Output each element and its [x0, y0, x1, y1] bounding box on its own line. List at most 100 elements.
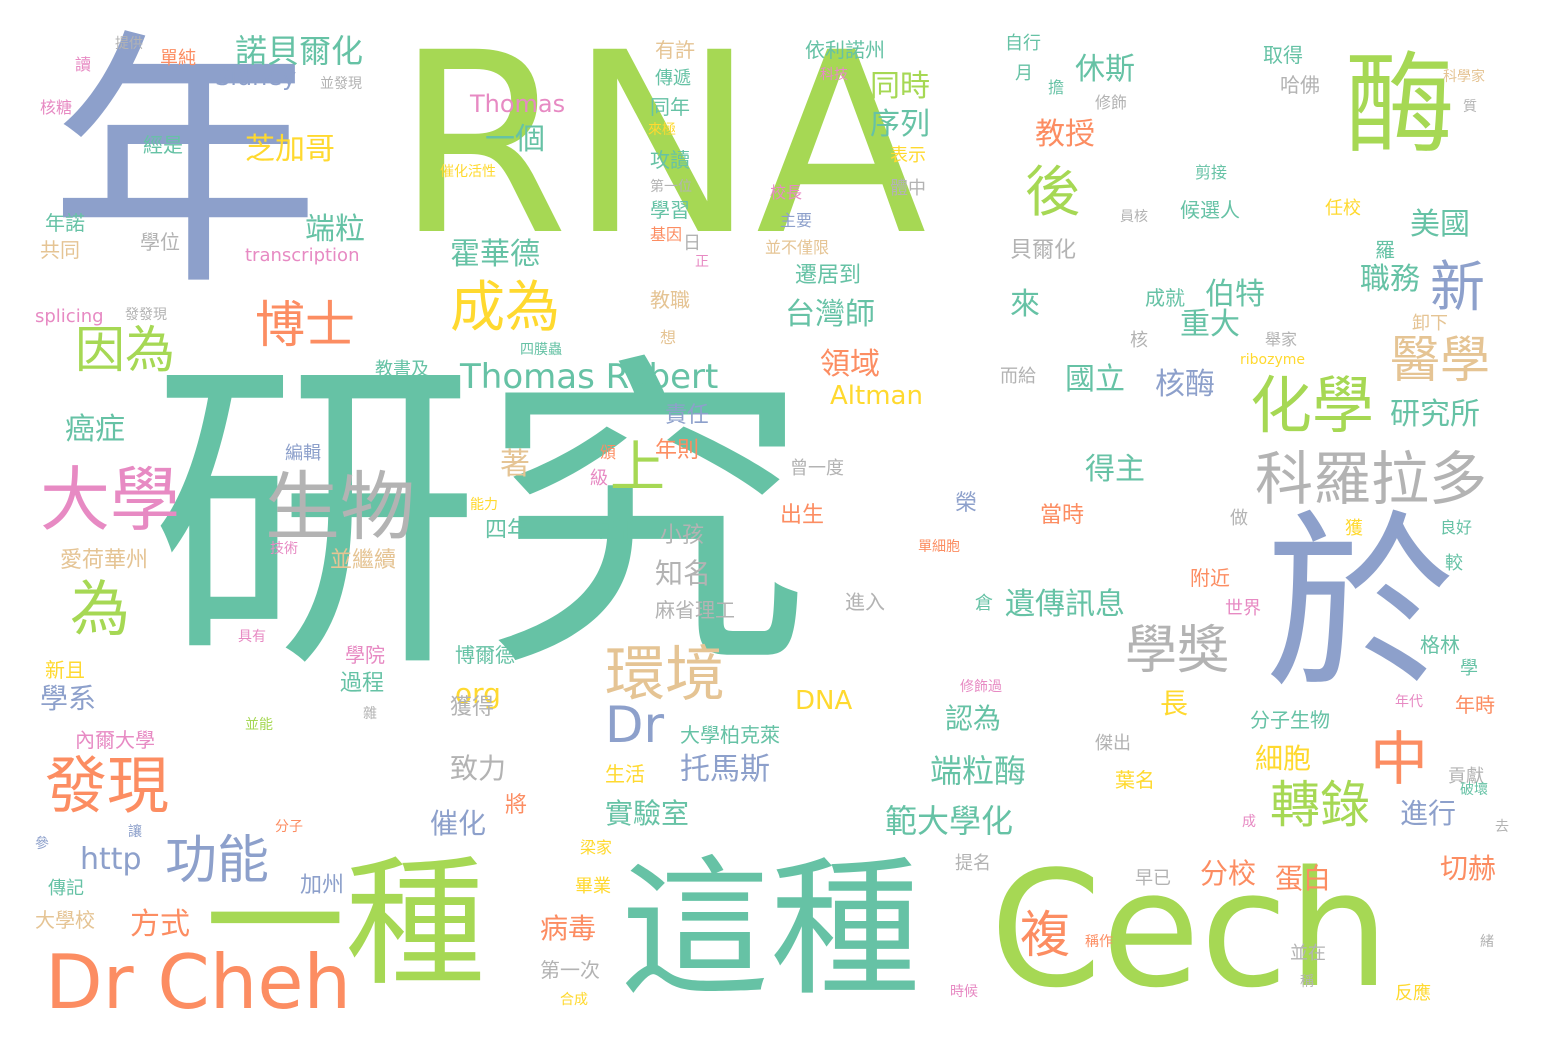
- word-cloud-word: splicing: [35, 306, 104, 327]
- word-cloud-word: 合成: [560, 992, 588, 1008]
- word-cloud-word: 上: [610, 435, 666, 499]
- word-cloud-word: 自行: [1005, 33, 1041, 54]
- word-cloud-word: 新: [1430, 255, 1486, 319]
- word-cloud-word: 體中: [890, 178, 926, 199]
- word-cloud-word: 認為: [945, 702, 1002, 735]
- word-cloud-word: 月: [1015, 63, 1033, 84]
- word-cloud-word: http: [80, 842, 142, 877]
- word-cloud-word: 發現: [45, 749, 170, 822]
- word-cloud-word: 博士: [255, 296, 355, 354]
- word-cloud-word: 日: [683, 233, 701, 254]
- word-cloud-word: 傳記: [48, 878, 84, 899]
- word-cloud-word: 稱: [1300, 974, 1314, 990]
- word-cloud-word: 經是: [143, 133, 183, 157]
- word-cloud-word: 著: [500, 447, 530, 482]
- word-cloud-word: 後: [1025, 160, 1081, 224]
- word-cloud-word: 學院: [345, 643, 385, 667]
- word-cloud-word: 同時: [870, 69, 930, 104]
- word-cloud-word: RNA: [395, 0, 927, 290]
- word-cloud-word: 國立: [1065, 362, 1125, 397]
- word-cloud-word: org: [455, 677, 501, 710]
- word-cloud-word: 端粒酶: [930, 752, 1027, 790]
- word-cloud-word: 而給: [1000, 366, 1036, 387]
- word-cloud-word: 托馬斯: [680, 752, 770, 787]
- word-cloud-word: 霍華德: [450, 237, 540, 272]
- word-cloud-word: 並發現: [320, 76, 362, 92]
- word-cloud-word: 催化活性: [440, 164, 496, 180]
- word-cloud-word: 具有: [238, 629, 266, 645]
- word-cloud-word: 並繼續: [330, 548, 397, 573]
- word-cloud-word: 核酶: [1155, 367, 1215, 402]
- word-cloud-word: 為: [70, 575, 130, 645]
- word-cloud-word: 第一位: [650, 179, 692, 195]
- word-cloud-word: 細胞: [1255, 742, 1312, 775]
- word-cloud-word: DNA: [795, 686, 853, 716]
- word-cloud-word: 畢業: [575, 876, 611, 897]
- word-cloud-word: 四年: [485, 518, 530, 543]
- word-cloud-word: 同年: [650, 95, 690, 119]
- word-cloud-word: 基因: [650, 225, 683, 244]
- word-cloud-word: Altman: [830, 381, 923, 411]
- word-cloud-word: 博爾德: [455, 643, 515, 667]
- word-cloud-word: 這種: [620, 843, 921, 1017]
- word-cloud-word: ribozyme: [1240, 352, 1305, 368]
- word-cloud-word: 內爾大學: [75, 728, 155, 752]
- word-cloud-word: 癌症: [65, 412, 125, 447]
- word-cloud-word: 貝爾化: [1010, 238, 1077, 263]
- word-cloud-word: 質: [1463, 99, 1477, 115]
- word-cloud-word: 梁家: [580, 838, 613, 857]
- word-cloud-word: 端粒: [305, 212, 365, 247]
- word-cloud-word: 麻省理工: [655, 598, 735, 622]
- word-cloud-word: 學習: [650, 198, 690, 222]
- word-cloud-word: 切赫: [1440, 852, 1497, 885]
- word-cloud-word: 世界: [1225, 598, 1261, 619]
- word-cloud-word: 實驗室: [605, 797, 690, 830]
- word-cloud-word: Dr Cheh: [45, 938, 352, 1026]
- word-cloud-word: 伯特: [1205, 277, 1265, 312]
- word-cloud-word: Sidney: [215, 63, 297, 91]
- word-cloud-word: 雜: [363, 706, 377, 722]
- word-cloud-word: 芝加哥: [245, 132, 335, 167]
- word-cloud-word: 生物: [265, 463, 416, 551]
- word-cloud-word: 學系: [40, 682, 97, 715]
- word-cloud-word: 稱作: [1085, 934, 1113, 950]
- word-cloud-word: 葉名: [1115, 768, 1155, 792]
- word-cloud-word: 因為: [75, 321, 175, 379]
- word-cloud-word: 美國: [1410, 207, 1470, 242]
- word-cloud-word: 方式: [130, 907, 190, 942]
- word-cloud-word: Thomas: [470, 90, 566, 118]
- word-cloud-word: 出生: [780, 503, 825, 528]
- word-cloud-word: 醫學: [1390, 331, 1490, 389]
- word-cloud-word: 小孩: [660, 523, 705, 548]
- word-cloud-word: Cech: [990, 836, 1390, 1023]
- word-cloud-word: 大學柏克萊: [680, 723, 780, 747]
- word-cloud-word: 過程: [340, 671, 385, 696]
- word-cloud-word: 有許: [655, 38, 695, 62]
- word-cloud-word: 哈佛: [1280, 73, 1320, 97]
- word-cloud-word: 單細胞: [918, 539, 960, 555]
- word-cloud-word: 致力: [450, 752, 507, 785]
- word-cloud-word: 年代: [1395, 694, 1423, 710]
- word-cloud-word: 責任: [665, 403, 710, 428]
- word-cloud-word: 職務: [1360, 262, 1420, 297]
- word-cloud-word: 複: [1020, 906, 1070, 964]
- word-cloud-word: 成為: [450, 275, 561, 339]
- word-cloud-word: 倉: [975, 593, 993, 614]
- word-cloud-word: 研究所: [1390, 397, 1480, 432]
- word-cloud-word: 大學校: [35, 908, 95, 932]
- word-cloud-word: 獲: [1345, 518, 1363, 539]
- word-cloud-word: 中: [1370, 725, 1429, 793]
- word-cloud-word: 於: [1265, 494, 1456, 715]
- word-cloud-word: 擔: [1048, 78, 1065, 97]
- word-cloud-word: 分子: [275, 819, 303, 835]
- word-cloud-word: 成: [1242, 814, 1256, 830]
- word-cloud-word: 緒: [1480, 934, 1494, 950]
- word-cloud-word: 去: [1495, 819, 1509, 835]
- word-cloud-word: 早已: [1135, 868, 1171, 889]
- word-cloud-word: 年時: [1455, 693, 1495, 717]
- word-cloud-word: 科學家: [1443, 69, 1485, 85]
- word-cloud-word: 附近: [1190, 566, 1230, 590]
- word-cloud-word: 年則: [655, 438, 700, 463]
- word-cloud-word: 分校: [1200, 857, 1257, 890]
